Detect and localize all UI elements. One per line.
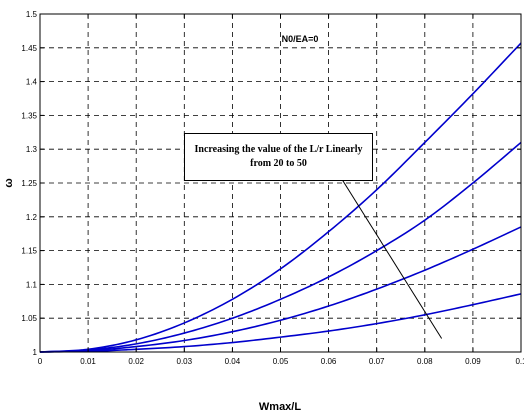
x-tick-label: 0 (38, 357, 43, 366)
annotation-arrow (335, 168, 443, 339)
x-tick-label: 0.07 (369, 357, 385, 366)
y-tick-label: 1.25 (21, 179, 37, 188)
y-axis-label: ω (3, 178, 15, 187)
y-tick-label: 1.4 (26, 78, 38, 87)
annotation-line-1: Increasing the value of the L/r Linearly (194, 144, 363, 155)
x-tick-label: 0.09 (465, 357, 481, 366)
y-tick-label: 1.1 (26, 280, 38, 289)
series-line-1 (39, 293, 522, 353)
chart-title: N0/EA=0 (282, 34, 319, 44)
x-tick-labels: 0 0.01 0.02 0.03 0.04 0.05 0.06 0.07 0.08 0.09 0.1 (38, 357, 524, 366)
y-tick-label: 1 (33, 348, 38, 357)
series-line-2 (39, 226, 522, 353)
grid (40, 14, 521, 352)
x-tick-label: 0.01 (80, 357, 96, 366)
annotation-box: Increasing the value of the L/r Linearly… (184, 133, 373, 181)
series-line-3 (39, 141, 522, 353)
x-tick-label: 0.03 (177, 357, 193, 366)
x-tick-label: 0.08 (417, 357, 433, 366)
x-tick-label: 0.1 (515, 357, 524, 366)
y-tick-labels: 1 1.05 1.1 1.15 1.2 1.25 1.3 1.35 1.4 1.45 1.5 (21, 10, 37, 357)
y-tick-label: 1.5 (26, 10, 38, 19)
x-tick-label: 0.04 (225, 357, 241, 366)
series-group (39, 42, 522, 353)
y-tick-label: 1.35 (21, 111, 37, 120)
y-tick-label: 1.45 (21, 44, 37, 53)
x-tick-label: 0.05 (273, 357, 289, 366)
annotation-line-2: from 20 to 50 (250, 158, 307, 169)
x-tick-label: 0.06 (321, 357, 337, 366)
x-axis-label: Wmax/L (259, 401, 301, 413)
y-tick-label: 1.3 (26, 145, 38, 154)
y-tick-label: 1.15 (21, 247, 37, 256)
x-tick-label: 0.02 (128, 357, 144, 366)
y-tick-label: 1.05 (21, 314, 37, 323)
y-tick-label: 1.2 (26, 213, 38, 222)
series-line-4 (39, 42, 522, 353)
ticks (39, 13, 522, 353)
